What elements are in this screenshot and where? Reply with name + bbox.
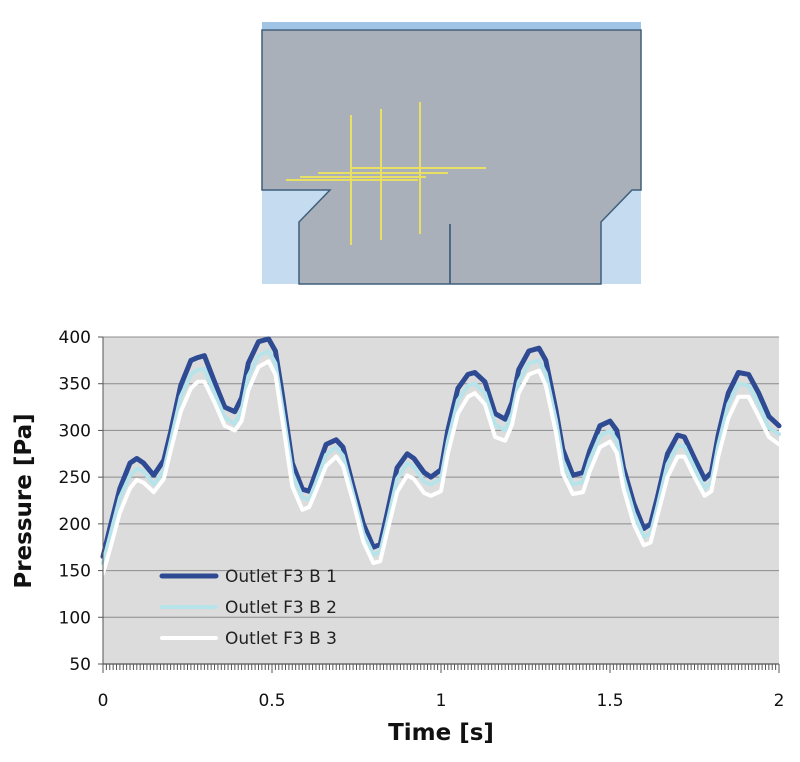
x-tick-label: 0 (98, 691, 109, 711)
y-tick-label: 250 (59, 468, 91, 488)
series-line-2 (101, 349, 781, 566)
probe-lines (286, 102, 486, 245)
x-axis-title: Time [s] (388, 720, 494, 746)
legend-label: Outlet F3 B 2 (225, 598, 337, 618)
pressure-chart: 50 100 150 200 250 300 350 400 0 0.5 1 1.5 2 Pressu… (11, 328, 784, 746)
legend-label: Outlet F3 B 3 (225, 629, 337, 649)
y-tick-label: 150 (59, 562, 91, 582)
x-tick-labels: 0 0.5 1 1.5 2 (98, 691, 785, 711)
legend-label: Outlet F3 B 1 (225, 567, 337, 587)
geometry-top-strip (262, 22, 641, 29)
y-tick-label: 350 (59, 375, 91, 395)
series-line-3 (101, 359, 781, 576)
y-tick-label: 50 (69, 655, 91, 675)
x-tick-label: 0.5 (258, 691, 285, 711)
y-axis-title: Pressure [Pa] (11, 413, 37, 588)
series-layer (100, 336, 782, 576)
y-tick-labels: 50 100 150 200 250 300 350 400 (59, 328, 91, 675)
geometry-body (261, 29, 642, 285)
geometry-panel (261, 22, 642, 285)
y-tick-label: 200 (59, 515, 91, 535)
y-tick-label: 100 (59, 608, 91, 628)
x-tick-label: 1 (436, 691, 447, 711)
x-tick-label: 1.5 (596, 691, 623, 711)
legend: Outlet F3 B 1 Outlet F3 B 2 Outlet F3 B 3 (159, 567, 337, 649)
series-line-1 (100, 336, 782, 560)
y-tick-label: 400 (59, 328, 91, 348)
axes (98, 336, 780, 673)
y-tick-label: 300 (59, 421, 91, 441)
x-tick-label: 2 (774, 691, 785, 711)
